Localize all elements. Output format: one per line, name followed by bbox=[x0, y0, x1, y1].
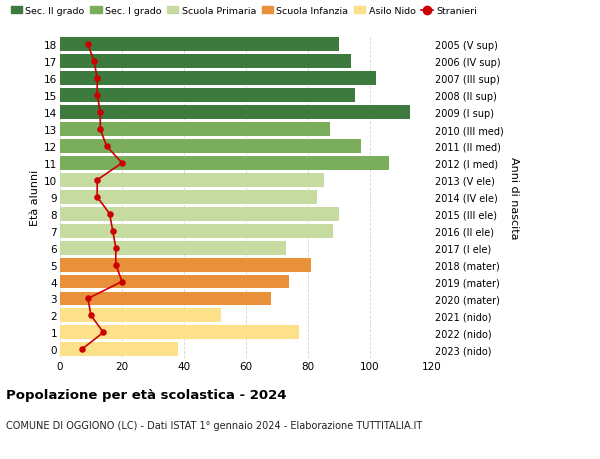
Point bbox=[117, 278, 127, 285]
Bar bbox=[60, 224, 333, 238]
Point bbox=[86, 312, 96, 319]
Bar bbox=[60, 55, 352, 69]
Point bbox=[102, 143, 112, 150]
Bar bbox=[60, 207, 339, 221]
Point bbox=[95, 126, 105, 134]
Point bbox=[89, 58, 99, 66]
Point bbox=[108, 228, 118, 235]
Point bbox=[92, 194, 102, 201]
Y-axis label: Età alunni: Età alunni bbox=[30, 169, 40, 225]
Bar bbox=[60, 72, 376, 86]
Point bbox=[92, 75, 102, 83]
Bar bbox=[60, 38, 339, 52]
Point bbox=[83, 295, 93, 302]
Point bbox=[117, 160, 127, 167]
Bar bbox=[60, 157, 389, 170]
Text: Popolazione per età scolastica - 2024: Popolazione per età scolastica - 2024 bbox=[6, 388, 287, 401]
Bar bbox=[60, 123, 330, 137]
Point bbox=[111, 245, 121, 252]
Bar bbox=[60, 241, 286, 255]
Y-axis label: Anni di nascita: Anni di nascita bbox=[509, 156, 519, 239]
Point bbox=[83, 41, 93, 49]
Legend: Sec. II grado, Sec. I grado, Scuola Primaria, Scuola Infanzia, Asilo Nido, Stran: Sec. II grado, Sec. I grado, Scuola Prim… bbox=[11, 7, 476, 16]
Bar bbox=[60, 190, 317, 204]
Bar bbox=[60, 258, 311, 272]
Bar bbox=[60, 326, 299, 340]
Point bbox=[77, 346, 86, 353]
Bar bbox=[60, 275, 289, 289]
Text: COMUNE DI OGGIONO (LC) - Dati ISTAT 1° gennaio 2024 - Elaborazione TUTTITALIA.IT: COMUNE DI OGGIONO (LC) - Dati ISTAT 1° g… bbox=[6, 420, 422, 430]
Bar bbox=[60, 106, 410, 120]
Point bbox=[111, 261, 121, 269]
Bar bbox=[60, 174, 323, 187]
Point bbox=[105, 211, 115, 218]
Bar bbox=[60, 292, 271, 306]
Point bbox=[98, 329, 108, 336]
Point bbox=[92, 92, 102, 100]
Bar bbox=[60, 140, 361, 154]
Point bbox=[95, 109, 105, 117]
Point bbox=[92, 177, 102, 184]
Bar bbox=[60, 309, 221, 323]
Bar bbox=[60, 89, 355, 103]
Bar bbox=[60, 342, 178, 357]
